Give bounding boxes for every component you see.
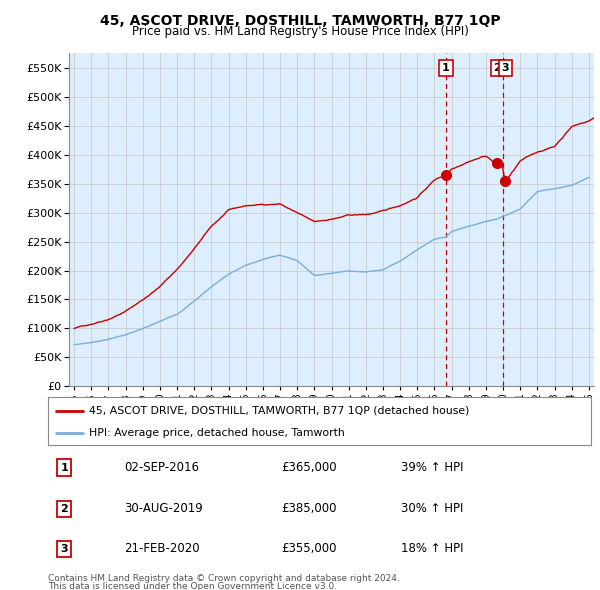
Text: £365,000: £365,000 bbox=[281, 461, 337, 474]
Text: HPI: Average price, detached house, Tamworth: HPI: Average price, detached house, Tamw… bbox=[89, 428, 344, 438]
Text: 3: 3 bbox=[61, 544, 68, 554]
Text: 39% ↑ HPI: 39% ↑ HPI bbox=[401, 461, 463, 474]
Text: 18% ↑ HPI: 18% ↑ HPI bbox=[401, 542, 463, 556]
Text: 1: 1 bbox=[61, 463, 68, 473]
Text: 02-SEP-2016: 02-SEP-2016 bbox=[124, 461, 199, 474]
Text: £385,000: £385,000 bbox=[281, 502, 337, 516]
Text: 30-AUG-2019: 30-AUG-2019 bbox=[124, 502, 203, 516]
Text: Price paid vs. HM Land Registry's House Price Index (HPI): Price paid vs. HM Land Registry's House … bbox=[131, 25, 469, 38]
Text: £355,000: £355,000 bbox=[281, 542, 337, 556]
Text: 2: 2 bbox=[61, 504, 68, 514]
Text: 30% ↑ HPI: 30% ↑ HPI bbox=[401, 502, 463, 516]
Text: 21-FEB-2020: 21-FEB-2020 bbox=[124, 542, 200, 556]
Text: This data is licensed under the Open Government Licence v3.0.: This data is licensed under the Open Gov… bbox=[48, 582, 337, 590]
Text: 45, ASCOT DRIVE, DOSTHILL, TAMWORTH, B77 1QP: 45, ASCOT DRIVE, DOSTHILL, TAMWORTH, B77… bbox=[100, 14, 500, 28]
Text: 2: 2 bbox=[493, 63, 501, 73]
Text: 1: 1 bbox=[442, 63, 450, 73]
Text: Contains HM Land Registry data © Crown copyright and database right 2024.: Contains HM Land Registry data © Crown c… bbox=[48, 574, 400, 583]
Text: 3: 3 bbox=[502, 63, 509, 73]
Text: 45, ASCOT DRIVE, DOSTHILL, TAMWORTH, B77 1QP (detached house): 45, ASCOT DRIVE, DOSTHILL, TAMWORTH, B77… bbox=[89, 405, 469, 415]
